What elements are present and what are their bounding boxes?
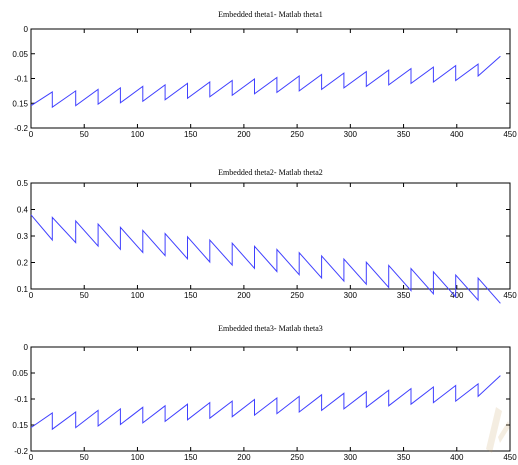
y-tick-label: -0.2 <box>14 124 28 133</box>
y-tick-label: 0.1 <box>17 285 29 294</box>
y-tick-label: 0.4 <box>17 206 29 215</box>
y-tick-label: 0.5 <box>17 179 29 188</box>
x-tick-label: 300 <box>344 453 358 462</box>
plot-theta2: Embedded theta2- Matlab theta2 0 50 100 150 2… <box>17 168 517 304</box>
x-tick-label: 450 <box>503 130 517 139</box>
y-tick-label: 0.05 <box>12 369 28 378</box>
chart-title: Embedded theta1- Matlab theta1 <box>218 10 323 19</box>
plot-frame <box>30 28 511 129</box>
x-tick-label: 200 <box>237 291 251 300</box>
x-tick-label: 100 <box>131 453 145 462</box>
x-tick-label: 450 <box>503 453 517 462</box>
x-tick-label: 250 <box>290 453 304 462</box>
x-tick-label: 350 <box>397 291 411 300</box>
x-tick-label: 50 <box>80 453 89 462</box>
y-tick-label: -0.1 <box>14 395 28 404</box>
x-tick-label: 200 <box>237 130 251 139</box>
plot-theta3: Embedded theta3- Matlab theta3 0 50 100 150 2… <box>12 324 517 462</box>
x-tick-label: 50 <box>80 130 89 139</box>
x-tick-label: 0 <box>29 291 34 300</box>
x-tick-label: 400 <box>450 130 464 139</box>
x-tick-label: 150 <box>184 291 198 300</box>
plot-theta1: Embedded theta1- Matlab theta1 0 50 100 150 2… <box>12 10 517 139</box>
x-tick-label: 50 <box>80 291 89 300</box>
series-line <box>30 375 501 431</box>
x-tick-label: 250 <box>290 130 304 139</box>
series-line <box>30 55 501 109</box>
chart-title: Embedded theta2- Matlab theta2 <box>218 168 323 177</box>
x-tick-label: 350 <box>397 453 411 462</box>
x-tick-label: 150 <box>184 130 198 139</box>
x-tick-label: 0 <box>29 453 34 462</box>
y-tick-label: -0.2 <box>14 447 28 456</box>
x-tick-label: 300 <box>344 291 358 300</box>
y-tick-label: 0.15 <box>12 421 28 430</box>
x-tick-label: 0 <box>29 130 34 139</box>
watermark-mark <box>486 407 510 453</box>
x-tick-label: 400 <box>450 453 464 462</box>
y-tick-label: 0.3 <box>17 232 29 241</box>
chart-title: Embedded theta3- Matlab theta3 <box>218 324 323 333</box>
y-tick-label: 0.2 <box>17 259 29 268</box>
y-tick-label: 0.05 <box>12 50 28 59</box>
x-tick-label: 100 <box>131 291 145 300</box>
x-tick-label: 100 <box>131 130 145 139</box>
plot-frame <box>30 182 511 290</box>
y-tick-label: 0.15 <box>12 99 28 108</box>
x-tick-label: 350 <box>397 130 411 139</box>
x-tick-label: 400 <box>450 291 464 300</box>
x-tick-label: 250 <box>290 291 304 300</box>
x-tick-label: 200 <box>237 453 251 462</box>
x-tick-label: 150 <box>184 453 198 462</box>
y-tick-label: 0 <box>24 25 29 34</box>
x-tick-label: 450 <box>503 291 517 300</box>
x-tick-label: 300 <box>344 130 358 139</box>
series-line <box>30 214 501 304</box>
y-tick-label: -0.1 <box>14 75 28 84</box>
y-tick-label: 0 <box>24 343 29 352</box>
